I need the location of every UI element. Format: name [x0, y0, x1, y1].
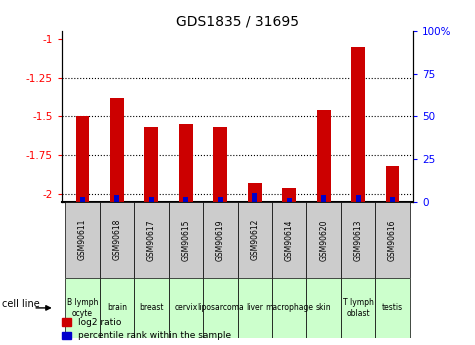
Bar	[149, 197, 154, 202]
Text: GSM90620: GSM90620	[319, 219, 328, 260]
Text: GSM90615: GSM90615	[181, 219, 190, 260]
Bar	[114, 195, 120, 202]
Bar	[76, 117, 89, 202]
Text: GSM90613: GSM90613	[353, 219, 362, 260]
Bar	[110, 98, 124, 202]
Text: cell line: cell line	[2, 299, 40, 309]
Text: macrophage: macrophage	[265, 303, 313, 313]
Text: skin: skin	[316, 303, 332, 313]
Text: GSM90612: GSM90612	[250, 219, 259, 260]
Text: brain: brain	[107, 303, 127, 313]
Bar	[282, 188, 296, 202]
Legend: log2 ratio, percentile rank within the sample: log2 ratio, percentile rank within the s…	[62, 318, 231, 341]
Bar	[183, 197, 189, 202]
Text: cervix: cervix	[174, 303, 198, 313]
Text: GSM90617: GSM90617	[147, 219, 156, 260]
Bar	[80, 197, 85, 202]
Bar	[341, 202, 375, 278]
Text: GSM90614: GSM90614	[285, 219, 294, 260]
Text: liver: liver	[247, 303, 263, 313]
Bar	[286, 198, 292, 202]
Bar	[306, 278, 341, 338]
Bar	[306, 202, 341, 278]
Bar	[238, 202, 272, 278]
Bar	[355, 195, 361, 202]
Bar	[213, 127, 227, 202]
Bar	[272, 278, 306, 338]
Bar	[386, 166, 399, 202]
Bar	[65, 202, 100, 278]
Bar	[169, 278, 203, 338]
Bar	[252, 193, 257, 202]
Bar	[144, 127, 158, 202]
Text: GSM90618: GSM90618	[113, 219, 122, 260]
Text: GSM90611: GSM90611	[78, 219, 87, 260]
Text: GSM90619: GSM90619	[216, 219, 225, 260]
Bar	[65, 278, 100, 338]
Bar	[134, 202, 169, 278]
Bar	[341, 278, 375, 338]
Text: liposarcoma: liposarcoma	[197, 303, 244, 313]
Text: T lymph
oblast: T lymph oblast	[342, 298, 373, 318]
Bar	[321, 195, 326, 202]
Bar	[351, 47, 365, 202]
Bar	[203, 278, 238, 338]
Bar	[317, 110, 331, 202]
Bar	[203, 202, 238, 278]
Bar	[248, 183, 262, 202]
Bar	[375, 278, 410, 338]
Text: GSM90616: GSM90616	[388, 219, 397, 260]
Bar	[375, 202, 410, 278]
Bar	[238, 278, 272, 338]
Bar	[179, 124, 193, 202]
Bar	[272, 202, 306, 278]
Bar	[390, 197, 395, 202]
Bar	[134, 278, 169, 338]
Title: GDS1835 / 31695: GDS1835 / 31695	[176, 14, 299, 29]
Bar	[169, 202, 203, 278]
Bar	[218, 197, 223, 202]
Text: breast: breast	[139, 303, 163, 313]
Text: B lymph
ocyte: B lymph ocyte	[67, 298, 98, 318]
Text: testis: testis	[382, 303, 403, 313]
Bar	[100, 278, 134, 338]
Bar	[100, 202, 134, 278]
